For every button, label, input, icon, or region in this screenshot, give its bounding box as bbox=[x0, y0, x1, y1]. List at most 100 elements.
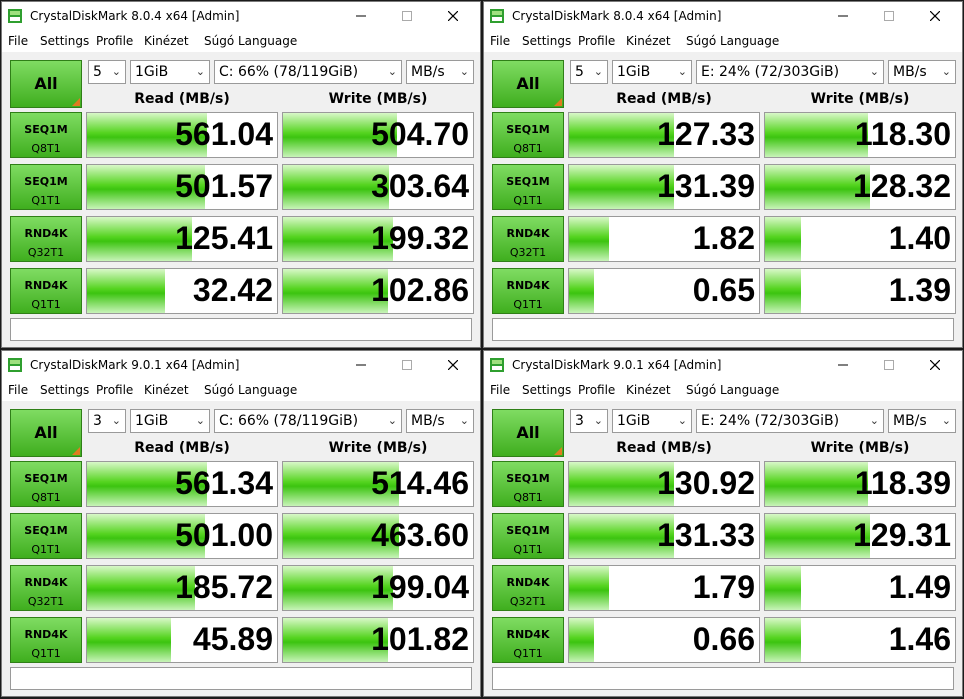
menu-item[interactable]: Settings bbox=[40, 383, 90, 397]
test-button[interactable]: SEQ1M Q1T1 bbox=[492, 164, 564, 210]
menu-item[interactable]: Kinézet bbox=[144, 383, 189, 397]
read-result-value: 0.66 bbox=[692, 621, 755, 657]
test-count-select[interactable]: 5 ⌄ bbox=[88, 60, 126, 84]
comment-input[interactable] bbox=[10, 667, 472, 690]
test-count-select[interactable]: 3 ⌄ bbox=[88, 409, 126, 433]
drive-select[interactable]: E: 24% (72/303GiB) ⌄ bbox=[696, 409, 884, 433]
read-result-value: 1.79 bbox=[692, 569, 755, 605]
test-count-select[interactable]: 3 ⌄ bbox=[570, 409, 608, 433]
menu-item[interactable]: Kinézet bbox=[626, 383, 671, 397]
test-button[interactable]: SEQ1M Q8T1 bbox=[492, 112, 564, 158]
crystaldiskmark-window: CrystalDiskMark 9.0.1 x64 [Admin] File Set… bbox=[483, 350, 963, 697]
menu-item[interactable]: Language bbox=[720, 383, 780, 397]
unit-select[interactable]: MB/s ⌄ bbox=[888, 409, 956, 433]
drive-value: E: 24% (72/303GiB) bbox=[701, 64, 840, 80]
test-button[interactable]: SEQ1M Q8T1 bbox=[10, 112, 82, 158]
test-button[interactable]: SEQ1M Q1T1 bbox=[10, 513, 82, 559]
menu-item[interactable]: File bbox=[8, 383, 29, 397]
test-size-select[interactable]: 1GiB ⌄ bbox=[130, 409, 210, 433]
test-size-select[interactable]: 1GiB ⌄ bbox=[130, 60, 210, 84]
drive-select[interactable]: C: 66% (78/119GiB) ⌄ bbox=[214, 60, 402, 84]
write-result-value: 514.46 bbox=[371, 465, 469, 501]
test-button[interactable]: RND4K Q32T1 bbox=[10, 565, 82, 611]
minimize-button[interactable] bbox=[825, 351, 861, 379]
comment-input[interactable] bbox=[492, 318, 954, 341]
menu-item[interactable]: Súgó bbox=[686, 383, 717, 397]
test-button[interactable]: RND4K Q1T1 bbox=[492, 268, 564, 314]
test-count-select[interactable]: 5 ⌄ bbox=[570, 60, 608, 84]
read-result-cell: 1.79 bbox=[568, 565, 760, 611]
menu-item[interactable]: Kinézet bbox=[626, 34, 671, 48]
unit-select[interactable]: MB/s ⌄ bbox=[406, 60, 474, 84]
write-result-value: 303.64 bbox=[371, 168, 469, 204]
test-name: RND4K bbox=[24, 628, 68, 641]
close-button[interactable] bbox=[917, 2, 953, 30]
close-button[interactable] bbox=[435, 351, 471, 379]
menu-item[interactable]: Language bbox=[238, 34, 298, 48]
write-result-cell: 199.04 bbox=[282, 565, 474, 611]
menu-item[interactable]: Profile bbox=[96, 383, 134, 397]
maximize-button[interactable] bbox=[871, 351, 907, 379]
menu-item[interactable]: Súgó bbox=[204, 383, 235, 397]
unit-select[interactable]: MB/s ⌄ bbox=[406, 409, 474, 433]
minimize-button[interactable] bbox=[825, 2, 861, 30]
test-button[interactable]: SEQ1M Q1T1 bbox=[10, 164, 82, 210]
test-button[interactable]: RND4K Q32T1 bbox=[10, 216, 82, 262]
title-bar[interactable]: CrystalDiskMark 9.0.1 x64 [Admin] bbox=[2, 351, 480, 379]
test-button[interactable]: RND4K Q32T1 bbox=[492, 216, 564, 262]
menu-item[interactable]: Settings bbox=[522, 34, 572, 48]
menu-item[interactable]: Kinézet bbox=[144, 34, 189, 48]
all-button[interactable]: All bbox=[10, 60, 82, 108]
all-button[interactable]: All bbox=[10, 409, 82, 457]
test-button[interactable]: SEQ1M Q8T1 bbox=[492, 461, 564, 507]
test-name: SEQ1M bbox=[506, 123, 550, 136]
window-title: CrystalDiskMark 8.0.4 x64 [Admin] bbox=[512, 9, 722, 23]
close-button[interactable] bbox=[917, 351, 953, 379]
menu-item[interactable]: Settings bbox=[522, 383, 572, 397]
maximize-icon bbox=[884, 360, 894, 370]
write-result-value: 1.49 bbox=[888, 569, 951, 605]
test-name: SEQ1M bbox=[506, 175, 550, 188]
title-bar[interactable]: CrystalDiskMark 8.0.4 x64 [Admin] bbox=[484, 2, 962, 30]
menu-item[interactable]: Profile bbox=[578, 34, 616, 48]
menu-item[interactable]: Súgó bbox=[686, 34, 717, 48]
drive-select[interactable]: E: 24% (72/303GiB) ⌄ bbox=[696, 60, 884, 84]
menu-item[interactable]: File bbox=[8, 34, 29, 48]
test-button[interactable]: SEQ1M Q1T1 bbox=[492, 513, 564, 559]
menu-item[interactable]: File bbox=[490, 34, 511, 48]
title-bar[interactable]: CrystalDiskMark 9.0.1 x64 [Admin] bbox=[484, 351, 962, 379]
drive-select[interactable]: C: 66% (78/119GiB) ⌄ bbox=[214, 409, 402, 433]
test-button[interactable]: SEQ1M Q8T1 bbox=[10, 461, 82, 507]
test-button[interactable]: RND4K Q1T1 bbox=[10, 617, 82, 663]
test-button[interactable]: RND4K Q1T1 bbox=[492, 617, 564, 663]
read-result-cell: 127.33 bbox=[568, 112, 760, 158]
read-result-value: 125.41 bbox=[175, 220, 273, 256]
menu-item[interactable]: File bbox=[490, 383, 511, 397]
menu-item[interactable]: Settings bbox=[40, 34, 90, 48]
crystaldiskmark-window: CrystalDiskMark 8.0.4 x64 [Admin] File Set… bbox=[1, 1, 481, 348]
maximize-button[interactable] bbox=[871, 2, 907, 30]
test-name: SEQ1M bbox=[506, 472, 550, 485]
menu-item[interactable]: Súgó bbox=[204, 34, 235, 48]
test-size-select[interactable]: 1GiB ⌄ bbox=[612, 60, 692, 84]
menu-item[interactable]: Language bbox=[238, 383, 298, 397]
test-size-select[interactable]: 1GiB ⌄ bbox=[612, 409, 692, 433]
menu-item[interactable]: Language bbox=[720, 34, 780, 48]
title-bar[interactable]: CrystalDiskMark 8.0.4 x64 [Admin] bbox=[2, 2, 480, 30]
menu-item[interactable]: Profile bbox=[578, 383, 616, 397]
test-button[interactable]: RND4K Q32T1 bbox=[492, 565, 564, 611]
read-result-cell: 501.57 bbox=[86, 164, 278, 210]
close-button[interactable] bbox=[435, 2, 471, 30]
comment-input[interactable] bbox=[492, 667, 954, 690]
test-button[interactable]: RND4K Q1T1 bbox=[10, 268, 82, 314]
write-result-bar bbox=[765, 269, 802, 313]
all-button[interactable]: All bbox=[492, 60, 564, 108]
unit-select[interactable]: MB/s ⌄ bbox=[888, 60, 956, 84]
minimize-button[interactable] bbox=[343, 2, 379, 30]
all-button[interactable]: All bbox=[492, 409, 564, 457]
comment-input[interactable] bbox=[10, 318, 472, 341]
maximize-button[interactable] bbox=[389, 2, 425, 30]
minimize-button[interactable] bbox=[343, 351, 379, 379]
maximize-button[interactable] bbox=[389, 351, 425, 379]
menu-item[interactable]: Profile bbox=[96, 34, 134, 48]
